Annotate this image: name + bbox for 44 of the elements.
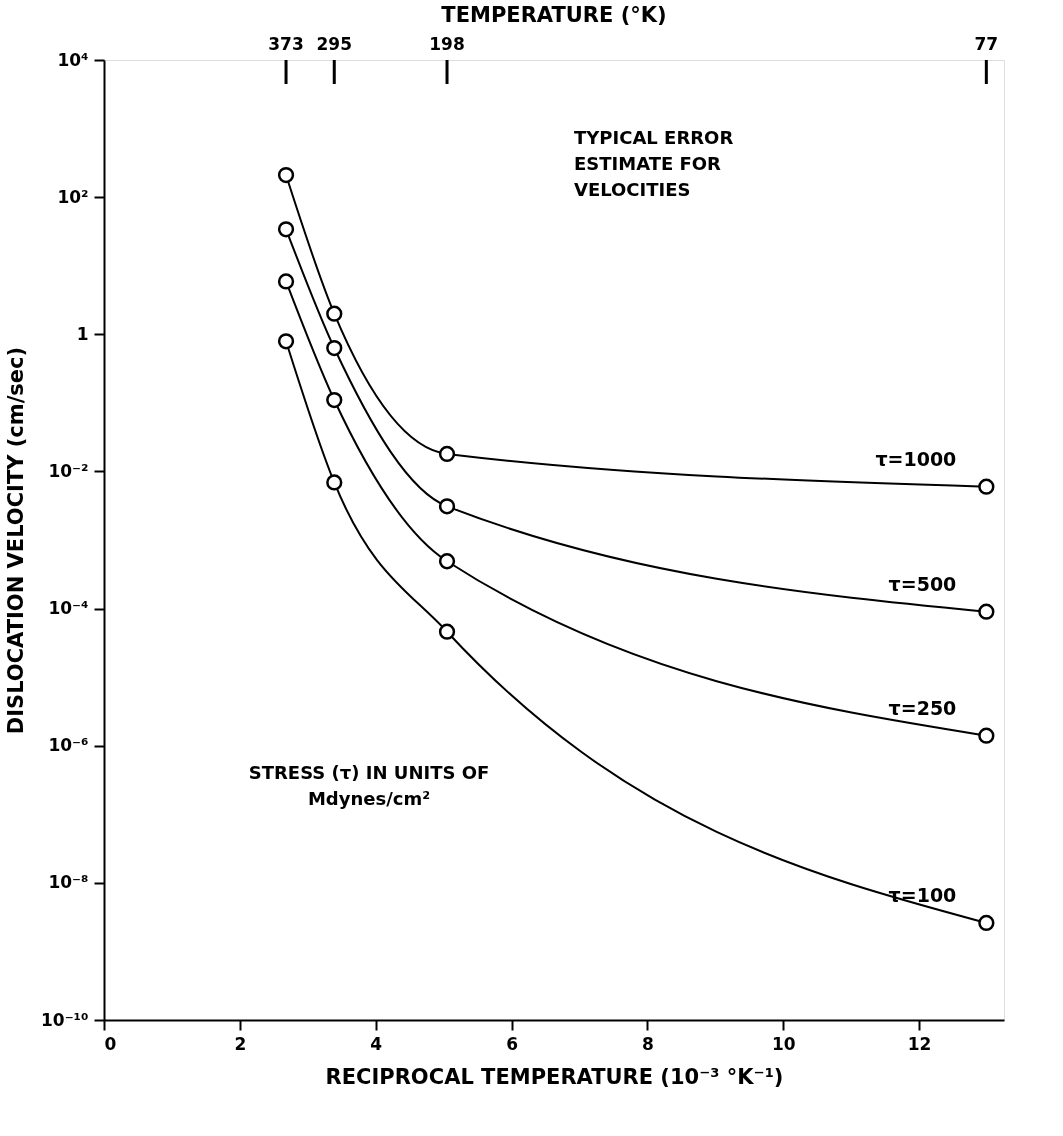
point	[438, 553, 456, 570]
point	[326, 305, 343, 322]
x-axis-title: RECIPROCAL TEMPERATURE (10⁻³ °K⁻¹)	[325, 1064, 784, 1089]
annotation: 295	[316, 34, 353, 54]
y-tick-label: 10⁻⁴	[48, 598, 89, 619]
annotation: 373	[268, 34, 304, 54]
point	[277, 273, 295, 290]
point	[978, 478, 995, 495]
point	[438, 623, 456, 640]
y-tick-label: 10⁻²	[48, 460, 89, 481]
x-tick-label: 8	[641, 1033, 654, 1054]
y-tick-label: 10⁻¹⁰	[40, 1009, 89, 1030]
series-label: τ=250	[888, 696, 957, 719]
text: TEMPERATURE (°K)	[441, 3, 667, 27]
point	[978, 914, 995, 932]
annotation: 77	[974, 34, 999, 54]
point	[277, 333, 295, 350]
x-tick-label: 6	[506, 1033, 518, 1054]
point	[438, 445, 456, 463]
series-label: τ=500	[888, 572, 957, 595]
point	[326, 339, 343, 357]
x-tick-label: 0	[104, 1033, 117, 1054]
point	[277, 221, 295, 238]
y-axis-title: DISLOCATION VELOCITY (cm/sec)	[3, 346, 28, 735]
y-tick-label: 10²	[57, 186, 89, 207]
y-tick-label: 10⁻⁸	[48, 872, 89, 893]
series-label: τ=1000	[875, 447, 957, 470]
series-label: τ=100	[888, 883, 957, 906]
point	[978, 727, 995, 744]
point	[326, 391, 343, 409]
point	[978, 603, 995, 620]
y-tick-label: 10⁴	[57, 49, 89, 70]
x-tick-label: 10	[771, 1033, 796, 1054]
point	[326, 474, 343, 491]
x-tick-label: 2	[234, 1033, 247, 1054]
point	[438, 498, 456, 515]
annotation: 198	[429, 34, 465, 54]
y-tick-label: 1	[76, 323, 89, 344]
y-tick-label: 10⁻⁶	[48, 735, 89, 756]
annotation: STRESS (τ) IN UNITS OF Mdynes/cm²	[248, 762, 490, 809]
point	[277, 166, 295, 184]
x-tick-label: 12	[907, 1033, 932, 1054]
x-tick-label: 4	[370, 1033, 383, 1054]
annotation: TYPICAL ERROR ESTIMATE FOR VELOCITIES	[574, 127, 734, 200]
